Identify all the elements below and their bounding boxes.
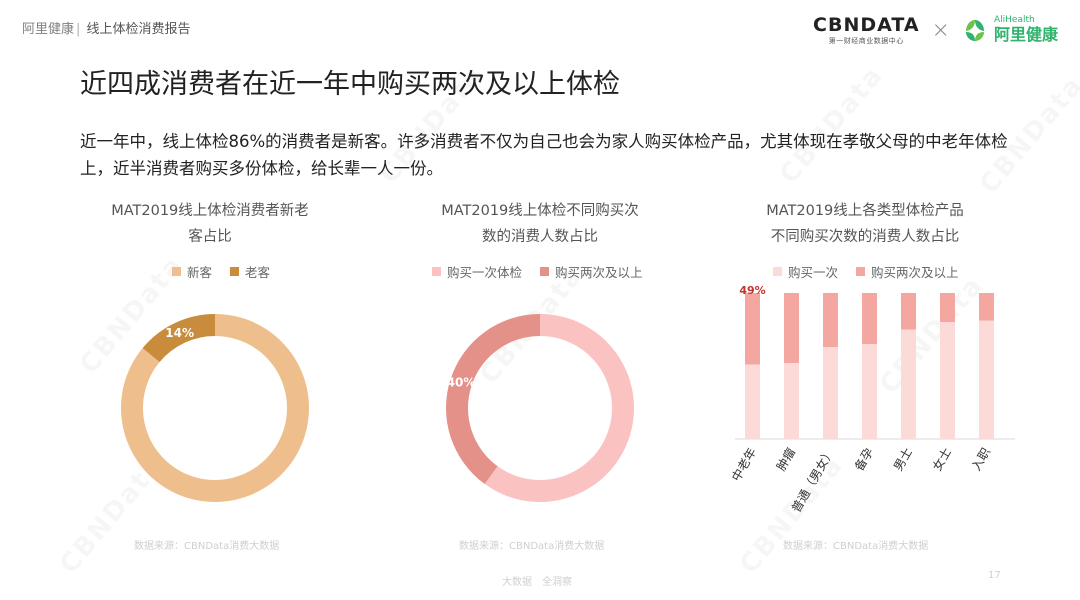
legend-item: 购买一次体检 [432,262,522,281]
chart3-title: MAT2019线上各类型体检产品 不同购买次数的消费人数占比 [766,203,964,245]
chart3-legend: 购买一次 购买两次及以上 [773,262,959,281]
legend-item: 购买两次及以上 [856,262,959,281]
bar-once-1 [784,363,799,439]
bar-annotation: 49% [739,285,765,297]
chart2-legend: 购买一次体检 购买两次及以上 [432,262,643,281]
legend-swatch [856,267,866,276]
bar-once-0 [745,364,760,439]
x-tick-label: 备孕 [852,446,876,474]
x-tick-label: 女士 [929,445,954,473]
bar-repeat-1 [784,293,799,364]
chart1-legend: 新客 老客 [172,262,270,281]
donut-slice-0 [484,314,634,502]
chart1-donut: 14% [120,314,310,502]
chart2-source: 数据来源：CBNData消费大数据 [459,541,605,552]
page-title: 近四成消费者在近一年中购买两次及以上体检 [80,69,620,100]
x-tick-label: 肿瘤 [773,445,798,473]
chart2-title: MAT2019线上体检不同购买次 数的消费人数占比 [441,203,639,245]
x-tick-label: 男士 [891,446,915,474]
cbndata-logo: CBNDATA 第一财经商业数据中心 [813,13,920,45]
alihealth-logo: AliHealth 阿里健康 [962,15,1058,43]
footer-slogan: 大数据 全洞察 [502,577,572,588]
legend-swatch [773,267,782,276]
donut-slice-1 [446,314,540,485]
bar-repeat-2 [823,293,838,348]
legend-swatch [172,267,181,276]
donut-data-label: 14% [165,326,194,340]
x-tick-label: 中老年 [728,445,759,484]
donut-slice-1 [142,314,215,363]
bar-repeat-0 [745,293,760,365]
page-number: 17 [988,570,1001,581]
legend-item: 新客 [172,262,212,281]
legend-swatch [432,267,441,276]
chart1-title: MAT2019线上体检消费者新老 客占比 [111,203,309,245]
header-breadcrumb: 阿里健康 | 线上体检消费报告 [22,22,191,37]
bar-once-6 [979,320,994,439]
legend-item: 购买一次 [773,262,838,281]
chart2-donut: 40% [446,314,634,502]
report-name: 线上体检消费报告 [86,22,191,37]
donut-data-label: 40% [447,375,476,389]
bar-once-4 [901,329,916,439]
bar-repeat-6 [979,293,994,321]
chart1-source: 数据来源：CBNData消费大数据 [134,541,280,552]
chart3-source: 数据来源：CBNData消费大数据 [783,541,929,552]
partner-logos: CBNDATA 第一财经商业数据中心 × AliHealth 阿里健康 [813,12,1058,48]
brand-name: 阿里健康 [22,22,75,37]
times-icon: × [931,17,950,43]
x-tick-label: 入职 [969,446,993,474]
legend-swatch [540,267,550,276]
bar-once-2 [823,347,838,439]
alihealth-leaf-icon [965,19,984,41]
legend-item: 购买两次及以上 [540,262,643,281]
legend-item: 老客 [230,262,270,281]
page-description: 近一年中，线上体检86%的消费者是新客。许多消费者不仅为自己也会为家人购买体检产… [80,132,1008,178]
bar-repeat-5 [940,293,955,323]
bar-repeat-4 [901,293,916,330]
legend-swatch [230,267,240,276]
bar-repeat-3 [862,293,877,345]
bar-once-3 [862,344,877,439]
bar-once-5 [940,322,955,439]
